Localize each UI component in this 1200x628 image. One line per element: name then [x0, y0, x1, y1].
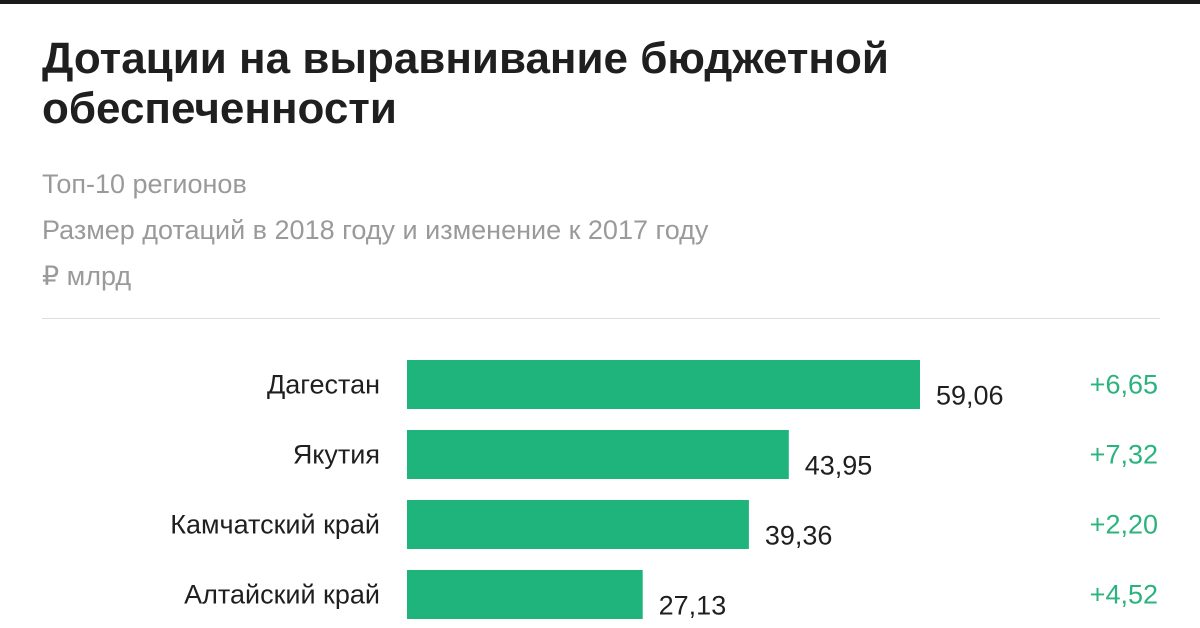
category-label-камчатский-край: Камчатский край — [170, 510, 380, 540]
value-label-дагестан: 59,06 — [936, 381, 1004, 411]
chart-subtitle-description: Размер дотаций в 2018 году и изменение к… — [42, 215, 709, 245]
bar-якутия — [407, 430, 789, 479]
value-label-алтайский-край: 27,13 — [659, 591, 727, 621]
chart-title: Дотации на выравнивание бюджетной обеспе… — [42, 34, 889, 133]
change-label-дагестан: +6,65 — [1090, 370, 1158, 400]
value-label-камчатский-край: 39,36 — [765, 521, 833, 551]
value-label-якутия: 43,95 — [805, 451, 873, 481]
bar-дагестан — [407, 360, 920, 409]
change-label-алтайский-край: +4,52 — [1090, 580, 1158, 610]
change-label-якутия: +7,32 — [1090, 440, 1158, 470]
category-label-алтайский-край: Алтайский край — [184, 580, 380, 610]
chart-subtitle-scope: Топ-10 регионов — [42, 169, 247, 199]
category-label-дагестан: Дагестан — [267, 370, 380, 400]
header-divider — [42, 318, 1160, 319]
bar-камчатский-край — [407, 500, 749, 549]
bar-алтайский-край — [407, 570, 643, 619]
category-label-якутия: Якутия — [293, 440, 380, 470]
change-label-камчатский-край: +2,20 — [1090, 510, 1158, 540]
chart-subtitle-unit: ₽ млрд — [42, 261, 132, 291]
top-rule — [0, 0, 1200, 4]
